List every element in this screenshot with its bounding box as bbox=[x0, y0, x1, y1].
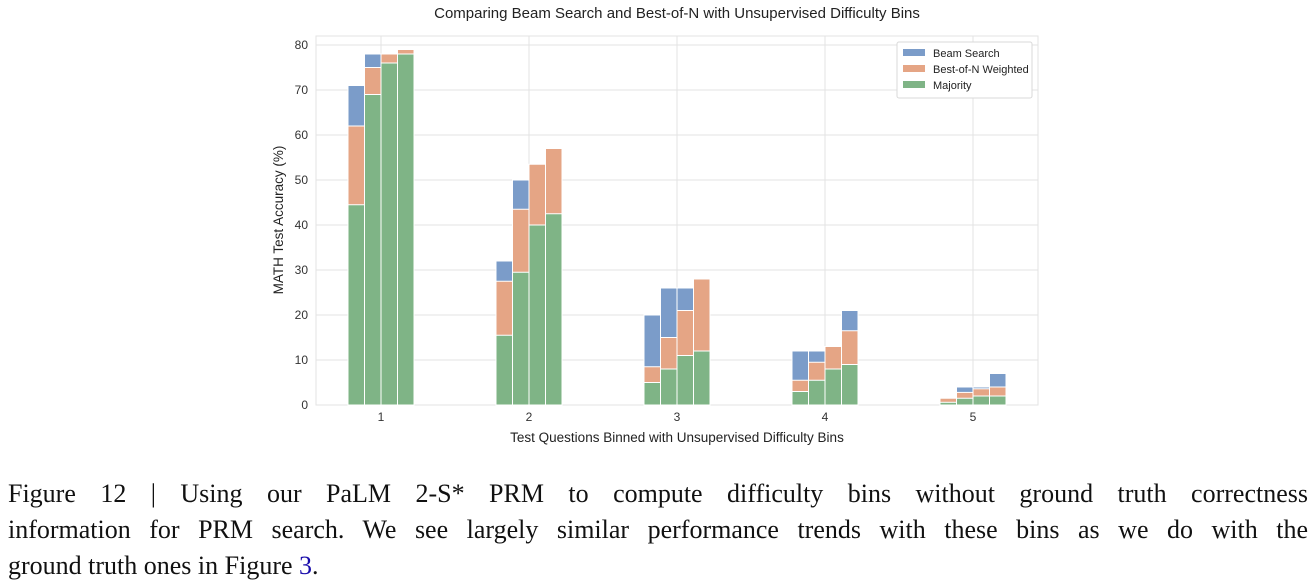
legend-box bbox=[896, 41, 1033, 99]
y-tick-label: 60 bbox=[295, 128, 309, 142]
bar-majority bbox=[824, 368, 842, 406]
bar-majority bbox=[676, 355, 694, 406]
caption-line-2: information for PRM search. We see large… bbox=[8, 515, 1308, 544]
chart-title: Comparing Beam Search and Best-of-N with… bbox=[434, 5, 920, 22]
bar-majority bbox=[791, 391, 809, 406]
bar-layer bbox=[347, 49, 1007, 406]
bar-majority bbox=[841, 364, 859, 406]
legend-label: Majority bbox=[933, 80, 972, 92]
legend-swatch bbox=[903, 65, 925, 72]
x-tick-label: 3 bbox=[674, 410, 681, 424]
y-tick-label: 50 bbox=[295, 173, 309, 187]
bar-majority bbox=[693, 350, 711, 406]
bar-majority bbox=[528, 224, 546, 406]
y-tick-label: 70 bbox=[295, 83, 309, 97]
bar-majority bbox=[808, 379, 826, 406]
legend: Beam Search Best-of-N Weighted Majority bbox=[896, 41, 1033, 99]
figure-3-link[interactable]: 3 bbox=[299, 551, 313, 580]
bar-majority bbox=[380, 62, 398, 406]
bar-majority bbox=[347, 204, 365, 406]
axis-layer: 0 10 20 30 40 50 60 70 80 1 2 3 4 5 bbox=[295, 38, 977, 424]
bar-majority bbox=[660, 368, 678, 406]
y-tick-label: 20 bbox=[295, 308, 309, 322]
y-tick-label: 30 bbox=[295, 263, 309, 277]
y-tick-label: 40 bbox=[295, 218, 309, 232]
caption-line-3-end: . bbox=[312, 551, 319, 580]
bar-majority bbox=[545, 213, 563, 406]
bar-majority bbox=[643, 382, 661, 406]
bar-majority bbox=[397, 53, 415, 406]
legend-label: Best-of-N Weighted bbox=[933, 64, 1029, 76]
y-tick-label: 80 bbox=[295, 38, 309, 52]
legend-swatch bbox=[903, 81, 925, 88]
bar-majority bbox=[495, 334, 513, 406]
bar-majority bbox=[512, 271, 530, 406]
caption-line-1: Figure 12 | Using our PaLM 2-S* PRM to c… bbox=[8, 479, 1308, 508]
y-tick-label: 0 bbox=[301, 398, 308, 412]
caption-line-3: ground truth ones in Figure 3. bbox=[8, 548, 1308, 584]
x-tick-label: 2 bbox=[526, 410, 533, 424]
x-tick-label: 5 bbox=[970, 410, 977, 424]
y-axis-label: MATH Test Accuracy (%) bbox=[271, 146, 286, 295]
x-tick-label: 4 bbox=[822, 410, 829, 424]
y-tick-label: 10 bbox=[295, 353, 309, 367]
bar-majority bbox=[956, 397, 974, 406]
bar-majority bbox=[989, 395, 1007, 406]
bar-majority bbox=[972, 395, 990, 406]
bar-majority bbox=[939, 401, 957, 406]
legend-label: Beam Search bbox=[933, 48, 1000, 60]
chart: Comparing Beam Search and Best-of-N with… bbox=[271, 5, 1039, 445]
x-axis-label: Test Questions Binned with Unsupervised … bbox=[510, 430, 844, 445]
x-tick-label: 1 bbox=[378, 410, 385, 424]
caption-line-3-text: ground truth ones in Figure bbox=[8, 551, 300, 580]
figure-caption: Figure 12 | Using our PaLM 2-S* PRM to c… bbox=[8, 476, 1308, 584]
legend-swatch bbox=[903, 49, 925, 56]
bar-majority bbox=[364, 94, 382, 406]
